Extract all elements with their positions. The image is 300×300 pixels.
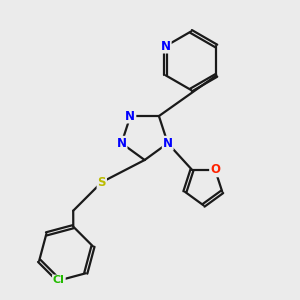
Text: N: N bbox=[116, 137, 127, 150]
Text: N: N bbox=[125, 110, 135, 123]
Text: S: S bbox=[98, 176, 106, 189]
Text: N: N bbox=[161, 40, 171, 52]
Text: N: N bbox=[163, 137, 173, 150]
Text: Cl: Cl bbox=[53, 275, 65, 286]
Text: O: O bbox=[210, 163, 220, 176]
